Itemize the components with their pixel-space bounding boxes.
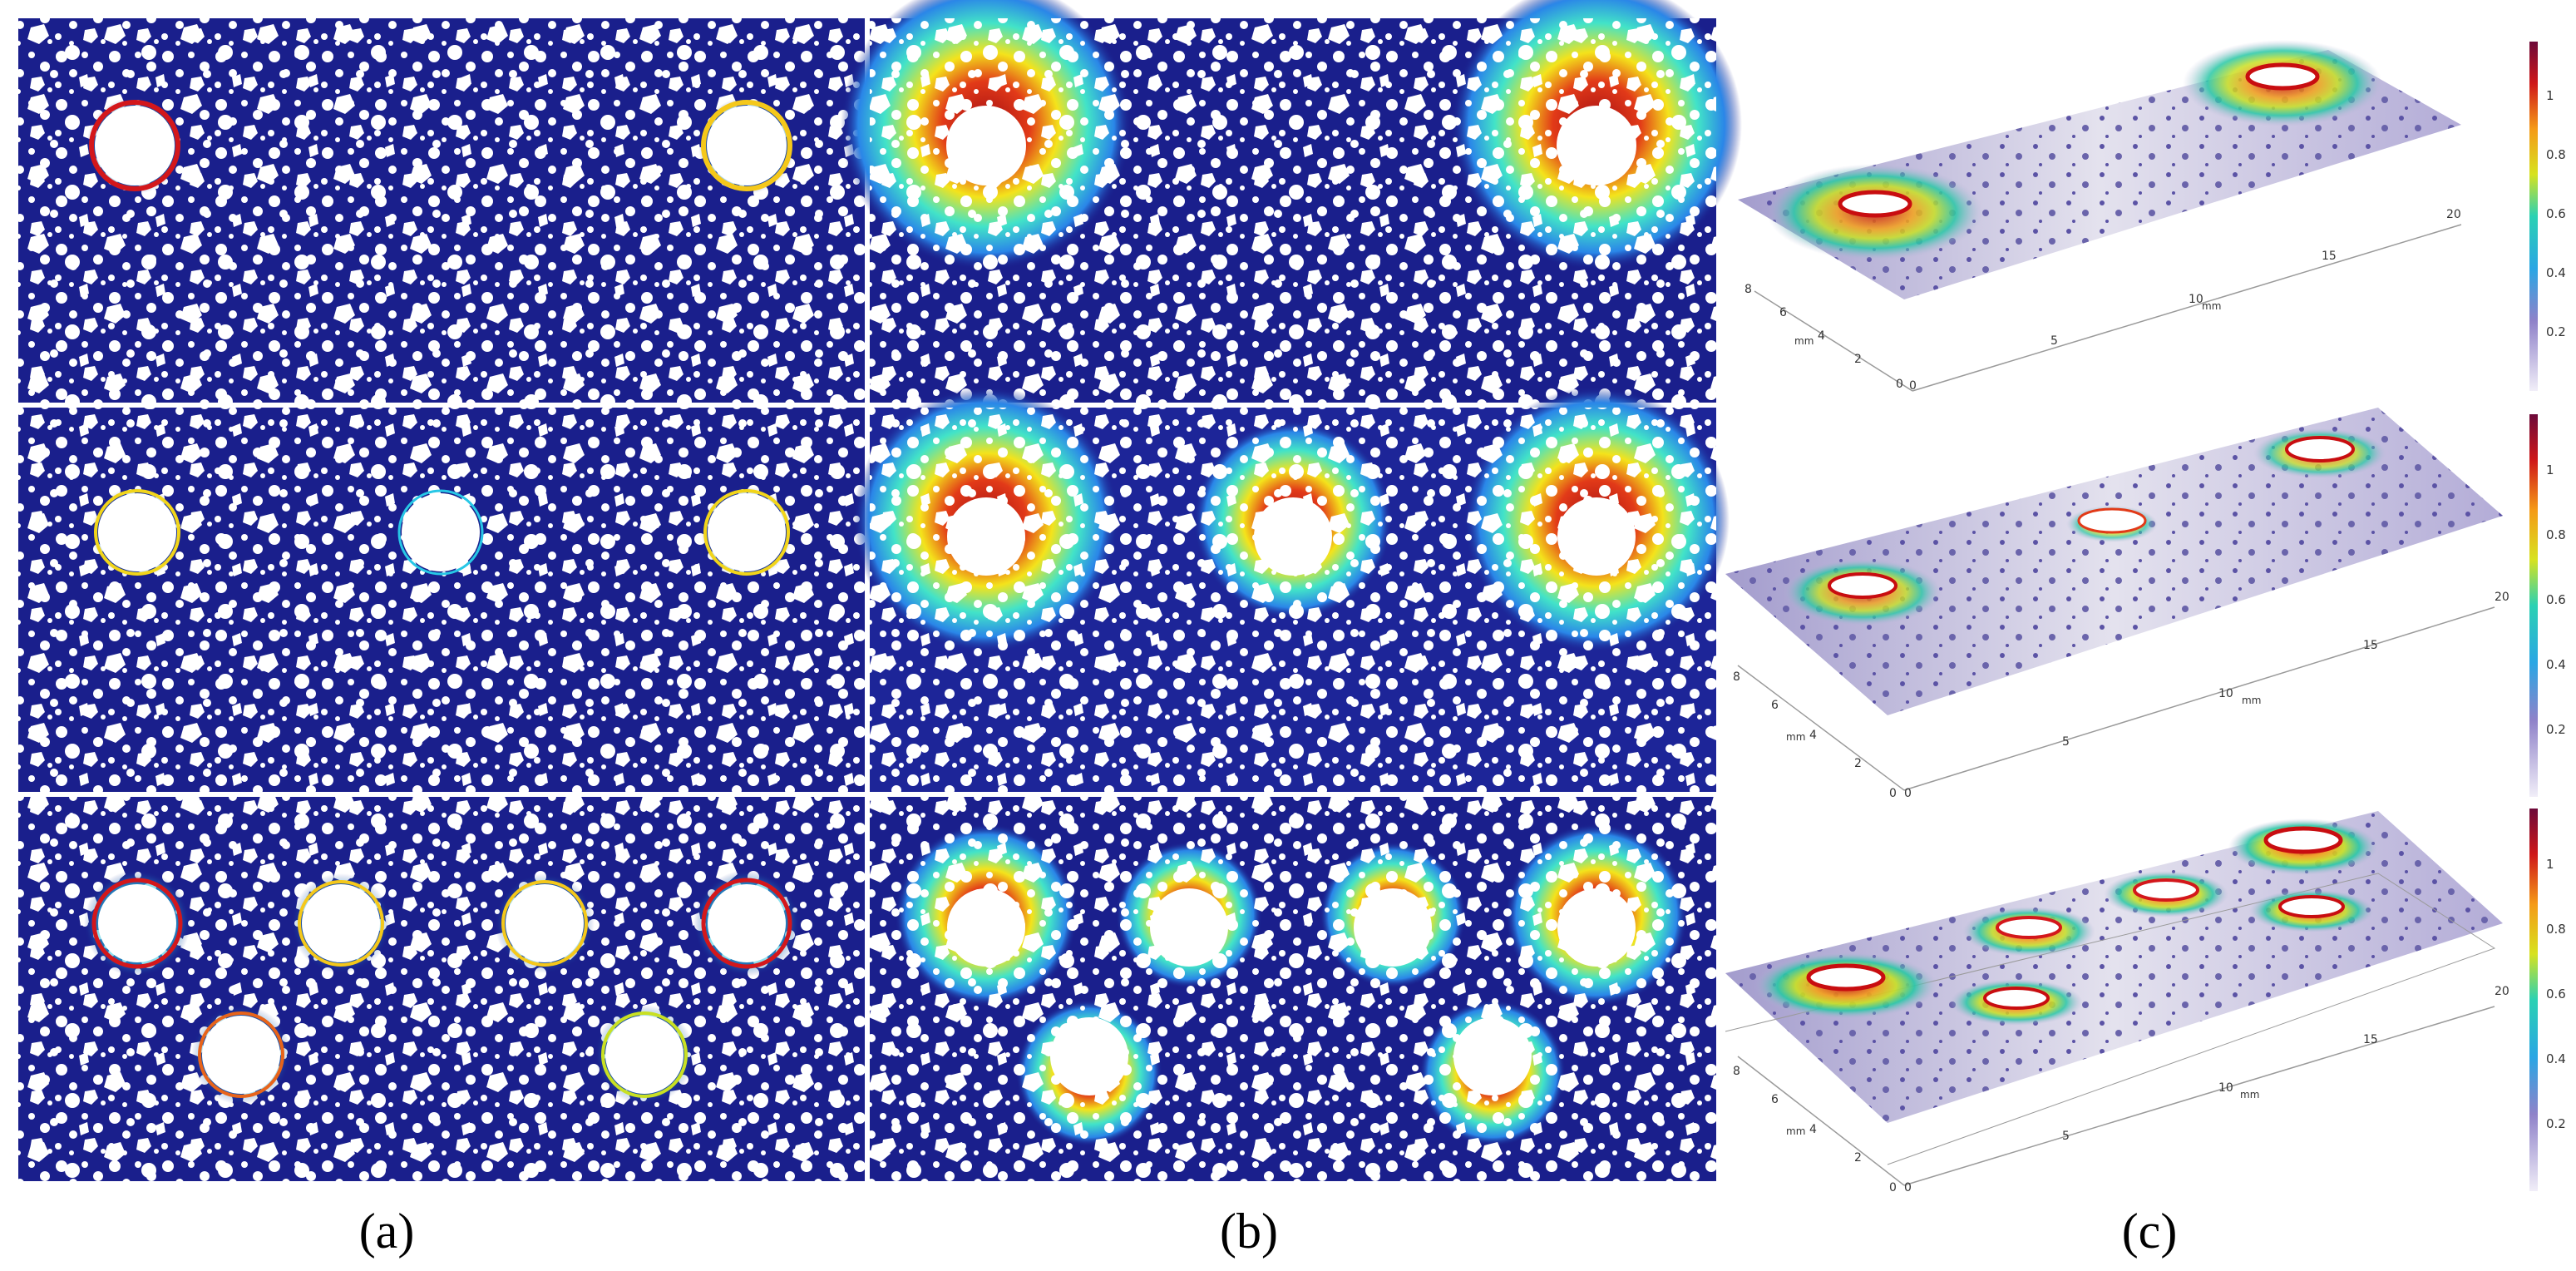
- cb-tick-0.8: 0.8: [2546, 922, 2566, 937]
- panel-c-row3-y-ticks: 0 2 4 6 8 mm: [1733, 1065, 1897, 1194]
- column-c-panels: 0 5 10 15 20 mm 0 2 4 6 8 mm: [1725, 40, 2566, 1194]
- x-tick-10: 10: [2218, 1081, 2233, 1095]
- panel-c-row1: 0 5 10 15 20 mm 0 2 4 6 8 mm: [1738, 40, 2462, 393]
- cb-tick-0.2: 0.2: [2546, 324, 2566, 339]
- cb-tick-0.6: 0.6: [2546, 987, 2566, 1001]
- x-tick-5: 5: [2062, 1130, 2070, 1143]
- cb-tick-1: 1: [2546, 88, 2554, 103]
- panel-a-row2: [18, 408, 865, 792]
- y-unit: mm: [1794, 335, 1814, 347]
- y-tick-0: 0: [1889, 1181, 1897, 1194]
- x-tick-20: 20: [2495, 591, 2509, 604]
- column-a-panels: [18, 18, 865, 1181]
- cb-tick-0.6: 0.6: [2546, 592, 2566, 607]
- panel-c-row1-y-ticks: 0 2 4 6 8 mm: [1744, 283, 1903, 391]
- y-tick-6: 6: [1771, 699, 1779, 712]
- y-tick-8: 8: [1733, 1065, 1740, 1078]
- cb-tick-0.6: 0.6: [2546, 206, 2566, 221]
- colorbar-row1: 1 0.8 0.6 0.4 0.2: [2529, 42, 2566, 391]
- panel-a-row3: [18, 797, 865, 1181]
- cb-tick-1: 1: [2546, 462, 2554, 477]
- x-unit: mm: [2242, 695, 2261, 706]
- cb-tick-0.4: 0.4: [2546, 265, 2566, 280]
- y-tick-6: 6: [1771, 1093, 1779, 1106]
- y-tick-8: 8: [1744, 283, 1752, 296]
- y-tick-4: 4: [1809, 729, 1817, 742]
- x-tick-10: 10: [2218, 687, 2233, 700]
- caption-a: (a): [359, 1204, 415, 1259]
- x-tick-5: 5: [2050, 334, 2058, 348]
- x-tick-5: 5: [2062, 735, 2070, 749]
- caption-c: (c): [2122, 1204, 2178, 1259]
- y-tick-4: 4: [1818, 329, 1825, 343]
- y-tick-4: 4: [1809, 1123, 1817, 1136]
- cb-tick-0.8: 0.8: [2546, 527, 2566, 542]
- y-tick-2: 2: [1854, 757, 1862, 770]
- y-tick-0: 0: [1889, 787, 1897, 800]
- cb-tick-0.8: 0.8: [2546, 147, 2566, 162]
- x-tick-0: 0: [1904, 787, 1912, 800]
- y-tick-2: 2: [1854, 353, 1862, 366]
- panel-c-row1-x-ticks: 0 5 10 15 20 mm: [1909, 208, 2461, 393]
- x-unit: mm: [2202, 300, 2221, 312]
- cb-tick-0.4: 0.4: [2546, 1051, 2566, 1066]
- x-tick-20: 20: [2446, 208, 2461, 221]
- panel-c-row2-y-ticks: 0 2 4 6 8 mm: [1733, 670, 1897, 800]
- y-tick-2: 2: [1854, 1151, 1862, 1165]
- panel-b-row2: [853, 387, 1730, 792]
- column-b-panels: [841, 0, 1742, 1181]
- y-tick-6: 6: [1779, 306, 1787, 319]
- panel-b-row1: [841, 0, 1742, 403]
- panel-a-row1: [18, 18, 865, 403]
- y-tick-0: 0: [1896, 378, 1903, 391]
- x-tick-0: 0: [1904, 1181, 1912, 1194]
- x-tick-15: 15: [2322, 250, 2337, 263]
- panel-c-row2: 0 5 10 15 20 mm 0 2 4 6 8 mm: [1725, 408, 2509, 800]
- panel-c-row2-x-ticks: 0 5 10 15 20 mm: [1904, 591, 2509, 800]
- cb-tick-0.2: 0.2: [2546, 722, 2566, 737]
- cb-tick-0.2: 0.2: [2546, 1116, 2566, 1131]
- y-unit: mm: [1786, 731, 1805, 743]
- x-tick-15: 15: [2363, 639, 2378, 652]
- y-unit: mm: [1786, 1125, 1805, 1137]
- x-tick-0: 0: [1909, 379, 1917, 393]
- x-tick-10: 10: [2189, 293, 2203, 306]
- panel-b-row3: [870, 797, 1716, 1181]
- panel-c-row3: 0 5 10 15 20 mm 0 2 4 6 8 mm: [1725, 811, 2509, 1194]
- cb-tick-0.4: 0.4: [2546, 657, 2566, 672]
- caption-b: (b): [1220, 1204, 1278, 1259]
- colorbar-row2: 1 0.8 0.6 0.4 0.2: [2529, 414, 2566, 797]
- panel-c-row3-x-ticks: 0 5 10 15 20 mm: [1904, 985, 2509, 1194]
- x-tick-15: 15: [2363, 1033, 2378, 1046]
- y-tick-8: 8: [1733, 670, 1740, 684]
- cb-tick-1: 1: [2546, 857, 2554, 872]
- colorbar-row3: 1 0.8 0.6 0.4 0.2: [2529, 809, 2566, 1191]
- x-tick-20: 20: [2495, 985, 2509, 998]
- x-unit: mm: [2240, 1089, 2259, 1100]
